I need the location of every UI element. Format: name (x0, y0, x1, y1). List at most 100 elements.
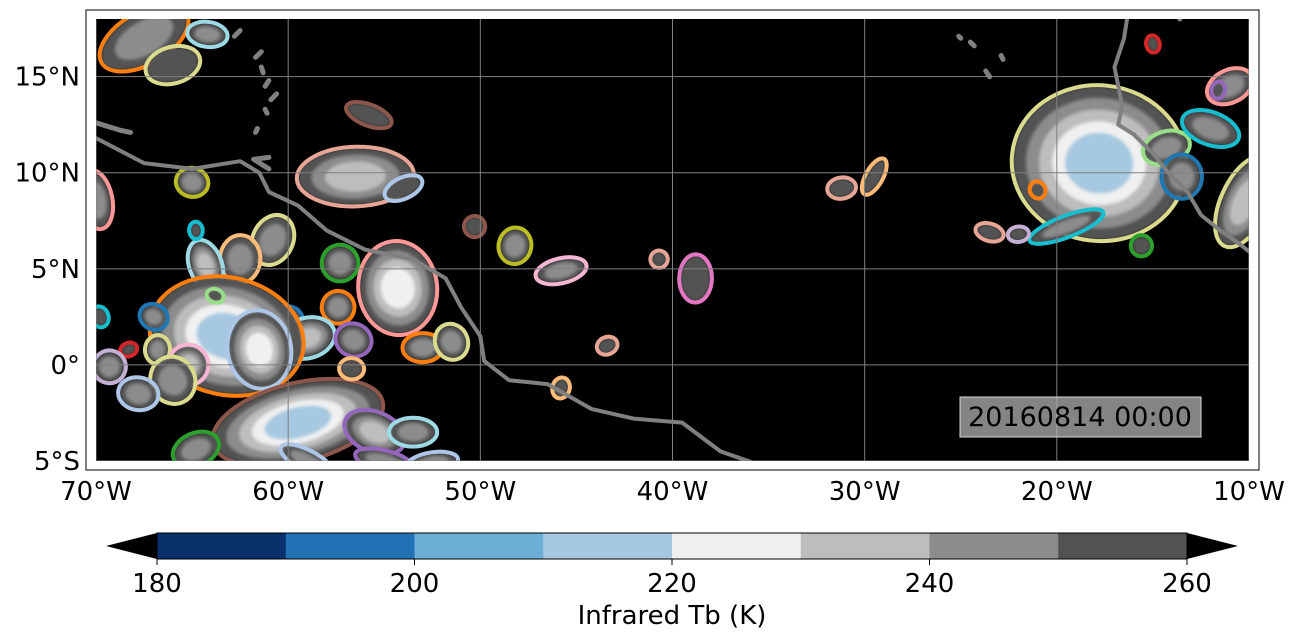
lon-tick-label: 10°W (1213, 477, 1285, 507)
tb-contour-fill (1131, 236, 1151, 256)
tb-contour-fill (1147, 36, 1159, 52)
coastline (262, 106, 270, 116)
convective-system (461, 213, 488, 240)
tb-contour-fill (327, 296, 349, 318)
system-outline (1144, 33, 1162, 55)
convective-system (432, 321, 471, 362)
tb-contour-fill (440, 330, 463, 354)
convective-system (973, 221, 1006, 244)
convective-system (187, 219, 205, 242)
colorbar-tick-label: 260 (1162, 569, 1212, 599)
tb-contour-fill (365, 453, 404, 461)
coastline (956, 33, 964, 41)
system-outline (1128, 233, 1154, 259)
colorbar-segments (106, 532, 1238, 560)
tb-contour-fill (409, 338, 436, 357)
gridlines-layer (96, 19, 1249, 461)
colorbar-segment (1058, 533, 1188, 559)
tb-contour-fill (651, 251, 667, 267)
system-outline (319, 288, 357, 326)
system-outline (170, 429, 221, 461)
coastline (262, 78, 272, 89)
system-outline (1005, 224, 1031, 245)
system-outline (143, 43, 203, 87)
tb-contour-fill (597, 337, 617, 354)
tb-contour-fill (1008, 227, 1028, 242)
lon-tick-label: 50°W (444, 477, 516, 507)
system-outline (1027, 179, 1048, 201)
convective-system (387, 415, 440, 449)
tb-contour-fill (1212, 82, 1225, 98)
convective-system (1144, 33, 1162, 55)
convective-system (533, 255, 589, 287)
tb-contour-fill (976, 224, 1003, 241)
system-outline (1159, 152, 1204, 201)
tb-contour-fill (144, 308, 163, 325)
system-outline (344, 99, 394, 131)
system-outline (677, 252, 714, 305)
colorbar-tick-label: 240 (905, 569, 955, 599)
coastline (258, 64, 266, 76)
tb-contour-fill (207, 289, 223, 302)
system-outline (225, 308, 294, 391)
convective-system (344, 99, 394, 131)
tb-contour-fill (146, 46, 200, 84)
system-outline (1209, 79, 1228, 101)
convective-system (677, 252, 714, 305)
tb-contour-fill (158, 365, 188, 396)
system-outline (337, 356, 367, 382)
tb-contour-fill (196, 252, 215, 278)
tb-contour-fill (194, 26, 221, 43)
coastline (253, 49, 264, 60)
convective-system (1179, 108, 1242, 149)
tb-contour-fill (181, 438, 211, 461)
coastline (96, 120, 134, 135)
tb-contour-fill (464, 216, 485, 237)
system-outline (1213, 153, 1249, 250)
system-outline (404, 449, 461, 461)
system-outline (461, 213, 488, 240)
tb-contour-fill (862, 159, 886, 194)
colorbar-tick-label: 180 (132, 569, 182, 599)
system-outline (278, 442, 337, 461)
colorbar-segment (800, 533, 930, 559)
convective-system (496, 225, 534, 267)
tb-contour-fill (245, 332, 274, 367)
convective-system (1005, 224, 1031, 245)
latitude-tick-labels: 15°N 10°N 5°N 0° 5°S (14, 63, 80, 477)
convective-system (1213, 153, 1249, 250)
convective-system (319, 242, 361, 284)
system-outline (116, 375, 161, 413)
tb-contour-fill (259, 223, 287, 257)
lon-tick-label: 20°W (1021, 477, 1093, 507)
lat-tick-label: 5°N (31, 255, 80, 285)
system-outline (96, 304, 111, 330)
convective-system (337, 356, 367, 382)
tb-contour-fill (1229, 178, 1249, 226)
colorbar-over-extend (1187, 533, 1238, 559)
convective-system (225, 308, 294, 391)
system-outline (1179, 108, 1242, 149)
tb-contour-fill (190, 222, 202, 239)
tb-contour-fill (1065, 132, 1134, 194)
tb-contour-fill (149, 340, 166, 359)
convective-system (319, 288, 357, 326)
colorbar: 180 200 220 240 260 Infrared Tb (K) (106, 532, 1238, 631)
convective-systems-layer (96, 19, 1249, 461)
colorbar-segment (285, 533, 415, 559)
tb-contour-fill (680, 255, 711, 302)
convective-system (185, 19, 230, 50)
tb-contour-fill (181, 173, 203, 192)
system-outline (533, 255, 589, 287)
tb-contour-fill (544, 262, 578, 280)
convective-system (204, 286, 226, 305)
tb-contour-fill (342, 329, 365, 351)
convective-system (382, 173, 425, 203)
tb-contour-fill (1042, 215, 1091, 238)
colorbar-under-extend (106, 533, 157, 559)
coastline (251, 154, 272, 172)
coastline (231, 28, 243, 39)
tb-contour-fill (264, 405, 331, 440)
coastline (1112, 19, 1249, 254)
system-outline (1027, 207, 1106, 246)
